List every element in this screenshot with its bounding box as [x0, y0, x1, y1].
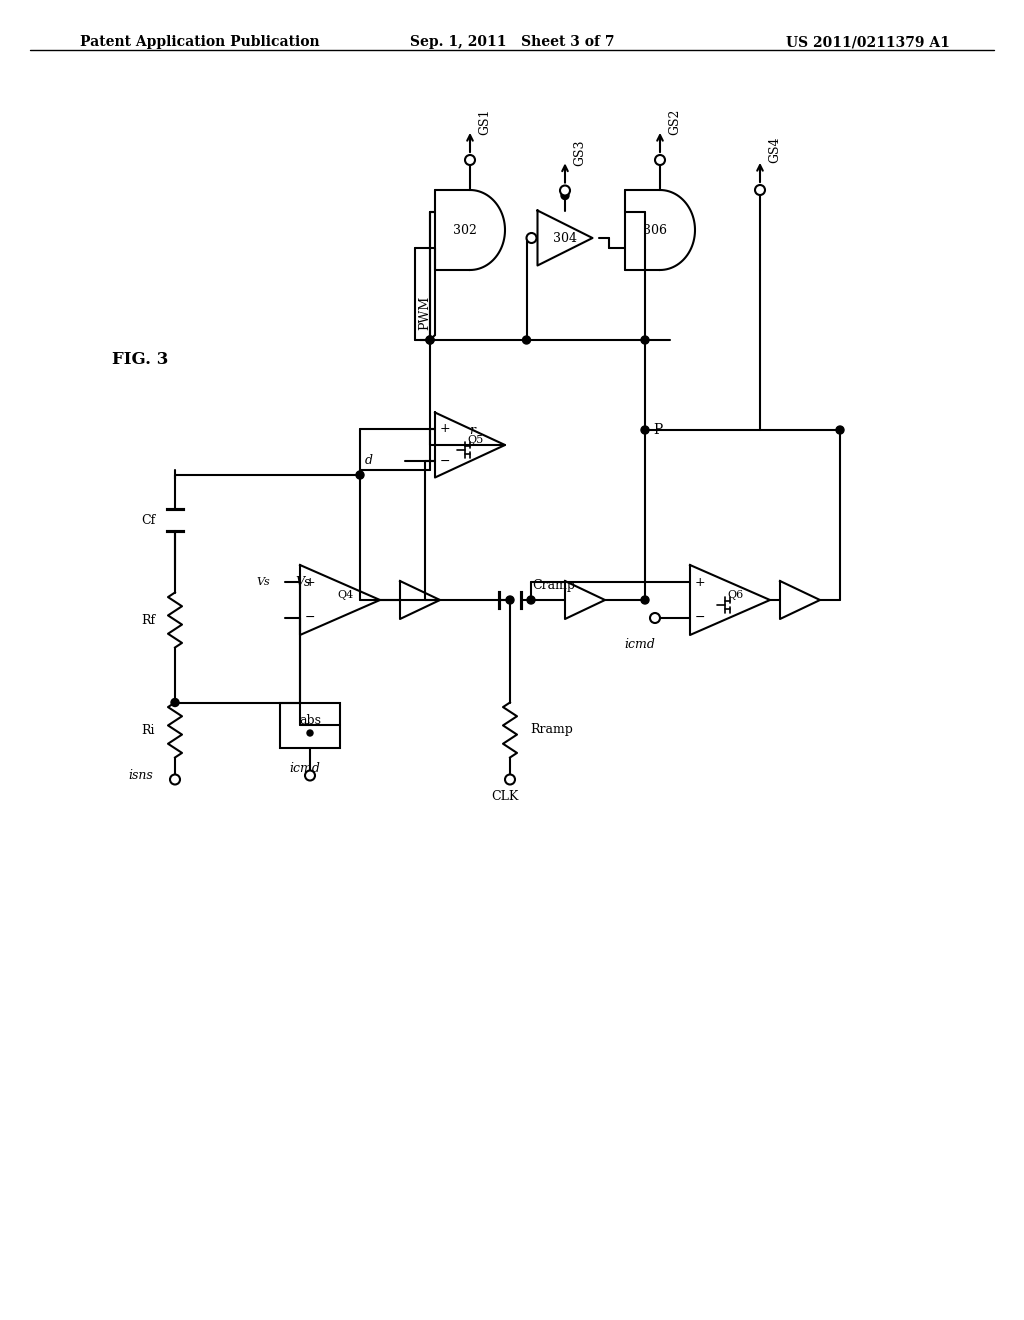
Circle shape: [641, 337, 649, 345]
Text: +: +: [694, 576, 706, 589]
Text: GS4: GS4: [768, 137, 781, 164]
Circle shape: [755, 185, 765, 195]
Text: Q5: Q5: [467, 436, 483, 445]
Text: Vs: Vs: [256, 577, 270, 587]
Text: Q6: Q6: [727, 590, 743, 601]
Text: US 2011/0211379 A1: US 2011/0211379 A1: [786, 36, 950, 49]
Text: d: d: [365, 454, 373, 467]
Text: Rramp: Rramp: [530, 723, 572, 737]
Text: GS2: GS2: [668, 108, 681, 135]
Circle shape: [305, 771, 315, 780]
Text: −: −: [439, 455, 451, 467]
Text: Cramp: Cramp: [532, 578, 575, 591]
Circle shape: [641, 426, 649, 434]
Text: Cf: Cf: [140, 513, 155, 527]
Text: +: +: [439, 422, 451, 436]
Text: GS3: GS3: [573, 139, 586, 166]
Text: r: r: [469, 424, 475, 437]
Circle shape: [171, 698, 179, 706]
Circle shape: [561, 191, 569, 199]
Circle shape: [527, 597, 535, 605]
Circle shape: [506, 597, 514, 605]
Circle shape: [170, 775, 180, 784]
Text: −: −: [694, 611, 706, 624]
Text: Vs: Vs: [295, 576, 310, 589]
Text: isns: isns: [128, 770, 153, 781]
Circle shape: [505, 775, 515, 784]
Text: 304: 304: [553, 231, 577, 244]
Circle shape: [356, 471, 364, 479]
Circle shape: [465, 154, 475, 165]
Circle shape: [426, 337, 434, 345]
Circle shape: [426, 337, 434, 345]
Text: P: P: [653, 422, 663, 437]
Text: Patent Application Publication: Patent Application Publication: [80, 36, 319, 49]
Text: Rf: Rf: [141, 614, 155, 627]
Circle shape: [650, 612, 660, 623]
Circle shape: [641, 597, 649, 605]
Circle shape: [560, 186, 570, 195]
Text: icmd: icmd: [625, 638, 655, 651]
Text: Ri: Ri: [141, 723, 155, 737]
Text: CLK: CLK: [492, 789, 519, 803]
Text: GS1: GS1: [478, 108, 490, 135]
Text: PWM: PWM: [419, 296, 431, 330]
Circle shape: [655, 154, 665, 165]
Text: abs: abs: [299, 714, 321, 726]
Text: 306: 306: [643, 223, 667, 236]
Circle shape: [307, 730, 313, 737]
Text: Sep. 1, 2011   Sheet 3 of 7: Sep. 1, 2011 Sheet 3 of 7: [410, 36, 614, 49]
Circle shape: [522, 337, 530, 345]
Text: +: +: [305, 576, 315, 589]
Text: FIG. 3: FIG. 3: [112, 351, 168, 368]
FancyBboxPatch shape: [280, 702, 340, 747]
Text: −: −: [305, 611, 315, 624]
Text: Q4: Q4: [337, 590, 353, 601]
Circle shape: [526, 234, 537, 243]
Text: icmd: icmd: [290, 763, 321, 776]
Text: 302: 302: [453, 223, 477, 236]
Circle shape: [836, 426, 844, 434]
